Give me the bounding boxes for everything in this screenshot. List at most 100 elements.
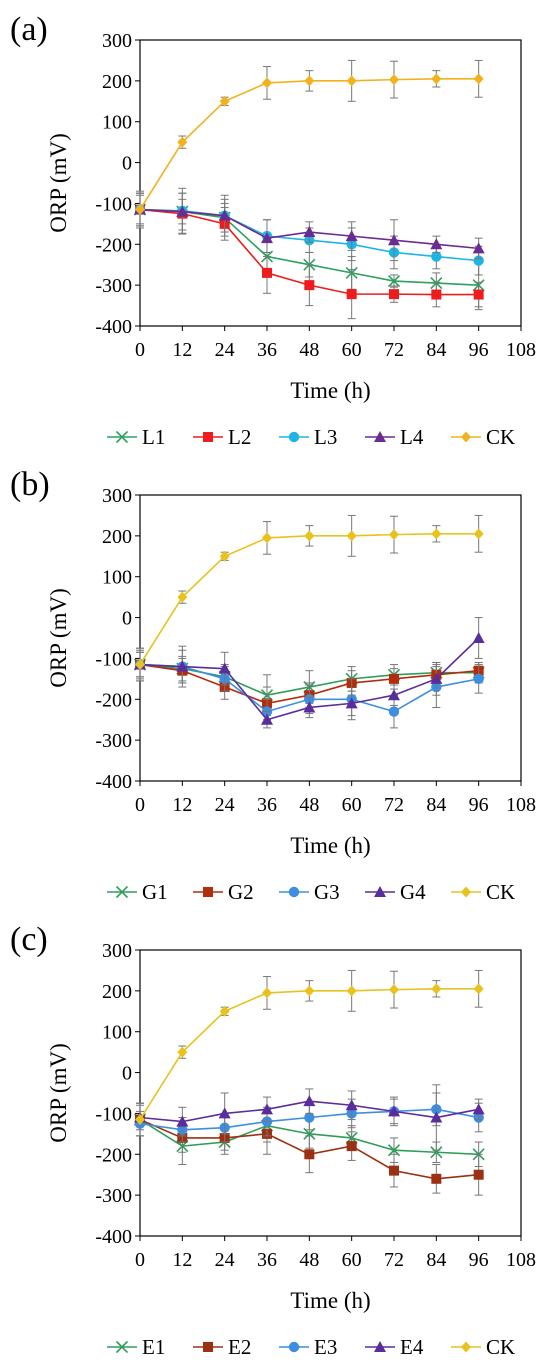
x-tick-label: 12 bbox=[172, 339, 192, 361]
data-point bbox=[388, 689, 400, 701]
data-point bbox=[473, 1169, 484, 1180]
x-tick-label: 0 bbox=[135, 339, 145, 361]
data-point bbox=[388, 1105, 400, 1117]
legend-marker-b bbox=[115, 885, 129, 899]
x-tick-label: 12 bbox=[172, 794, 192, 816]
panel-2: (b) -400 -300 -200 -100 0 100 200 300 0 12 24 36 48 60… bbox=[10, 466, 536, 904]
legend-marker bbox=[374, 431, 386, 442]
series-CK bbox=[135, 969, 484, 1137]
x-tick-label: 48 bbox=[299, 339, 319, 361]
legend-marker bbox=[461, 886, 471, 898]
y-tick-label: -400 bbox=[95, 1226, 132, 1248]
legend-label: G4 bbox=[400, 880, 426, 904]
x-tick-label: 84 bbox=[426, 794, 446, 816]
y-axis-label: ORP (mV) bbox=[46, 588, 71, 687]
y-tick-label: -400 bbox=[95, 316, 132, 338]
legend-item-CK: CK bbox=[451, 1335, 515, 1359]
y-tick-label: -100 bbox=[95, 1103, 132, 1125]
data-point bbox=[219, 1005, 230, 1017]
data-point bbox=[472, 1103, 485, 1115]
data-point bbox=[388, 706, 400, 717]
data-point bbox=[472, 632, 485, 643]
y-axis-label: ORP (mV) bbox=[46, 1043, 71, 1142]
x-tick-label: 108 bbox=[506, 794, 536, 816]
legend-marker bbox=[203, 1342, 213, 1352]
series-line bbox=[139, 78, 479, 210]
panel-label: (b) bbox=[10, 466, 50, 503]
x-tick-label: 24 bbox=[215, 794, 235, 816]
y-tick-label: 100 bbox=[102, 1022, 132, 1044]
y-tick-label: 100 bbox=[102, 567, 132, 589]
data-point bbox=[262, 532, 272, 544]
data-point bbox=[262, 267, 272, 278]
plot-frame bbox=[139, 494, 522, 782]
data-point bbox=[473, 673, 484, 685]
y-tick-label: -100 bbox=[95, 193, 132, 215]
legend-item-E4: E4 bbox=[365, 1335, 424, 1359]
y-axis-label: ORP (mV) bbox=[46, 133, 71, 232]
x-tick-label: 36 bbox=[257, 339, 277, 361]
legend-label: G2 bbox=[228, 880, 254, 904]
data-point bbox=[473, 255, 484, 266]
legend-item-L1: L1 bbox=[107, 425, 165, 449]
legend-item-G1: G1 bbox=[107, 880, 168, 904]
data-point bbox=[431, 289, 442, 300]
data-point bbox=[430, 672, 443, 684]
x-tick-label: 72 bbox=[384, 1249, 404, 1271]
x-tick-label: 84 bbox=[426, 339, 446, 361]
legend: G1 G2 G3 G4 CK bbox=[107, 880, 515, 904]
x-tick-label: 24 bbox=[215, 1249, 235, 1271]
x-tick-label: 96 bbox=[469, 794, 489, 816]
y-tick-label: 0 bbox=[122, 153, 132, 175]
data-point bbox=[472, 242, 485, 254]
data-point bbox=[176, 1115, 189, 1127]
y-tick-label: -300 bbox=[95, 730, 132, 752]
y-tick-label: -200 bbox=[95, 689, 132, 711]
legend-label: G1 bbox=[142, 880, 168, 904]
y-tick-label: -300 bbox=[95, 275, 132, 297]
y-tick-label: -100 bbox=[95, 648, 132, 670]
data-point bbox=[135, 204, 145, 216]
legend-marker bbox=[461, 431, 471, 443]
data-point bbox=[389, 673, 399, 684]
x-tick-label: 96 bbox=[469, 1249, 489, 1271]
legend-marker bbox=[115, 1340, 129, 1354]
legend-item-E1: E1 bbox=[107, 1335, 165, 1359]
legend-marker bbox=[203, 887, 213, 897]
x-tick-label: 48 bbox=[299, 1249, 319, 1271]
x-tick-label: 60 bbox=[342, 794, 362, 816]
data-point bbox=[177, 591, 188, 603]
data-point bbox=[430, 1111, 443, 1123]
data-point bbox=[473, 528, 484, 540]
legend-label: CK bbox=[486, 1335, 515, 1359]
data-point bbox=[304, 985, 315, 997]
y-tick-label: 200 bbox=[102, 71, 132, 93]
x-axis-label: Time (h) bbox=[290, 378, 370, 403]
y-tick-label: 200 bbox=[102, 981, 132, 1003]
data-point bbox=[219, 550, 230, 562]
legend-marker bbox=[288, 1341, 300, 1353]
y-tick-label: 100 bbox=[102, 112, 132, 134]
legend-item-G2: G2 bbox=[193, 880, 254, 904]
data-point bbox=[218, 662, 231, 674]
data-point bbox=[388, 234, 400, 246]
data-point bbox=[177, 1046, 188, 1058]
x-tick-label: 24 bbox=[215, 339, 235, 361]
x-tick-label: 36 bbox=[257, 1249, 277, 1271]
legend-label: L3 bbox=[314, 425, 337, 449]
y-tick-label: 0 bbox=[122, 608, 132, 630]
plot-frame bbox=[139, 949, 522, 1237]
data-point bbox=[261, 232, 273, 244]
legend-label: CK bbox=[486, 880, 515, 904]
data-point bbox=[346, 530, 357, 542]
x-tick-label: 60 bbox=[342, 1249, 362, 1271]
x-tick-label: 108 bbox=[506, 339, 536, 361]
x-axis-label: Time (h) bbox=[290, 1288, 370, 1313]
legend-marker bbox=[288, 886, 300, 898]
legend-label: L2 bbox=[228, 425, 251, 449]
legend-item-L4: L4 bbox=[365, 425, 424, 449]
data-point bbox=[219, 95, 230, 107]
panel-label: (c) bbox=[10, 921, 48, 958]
legend-marker bbox=[115, 885, 129, 899]
